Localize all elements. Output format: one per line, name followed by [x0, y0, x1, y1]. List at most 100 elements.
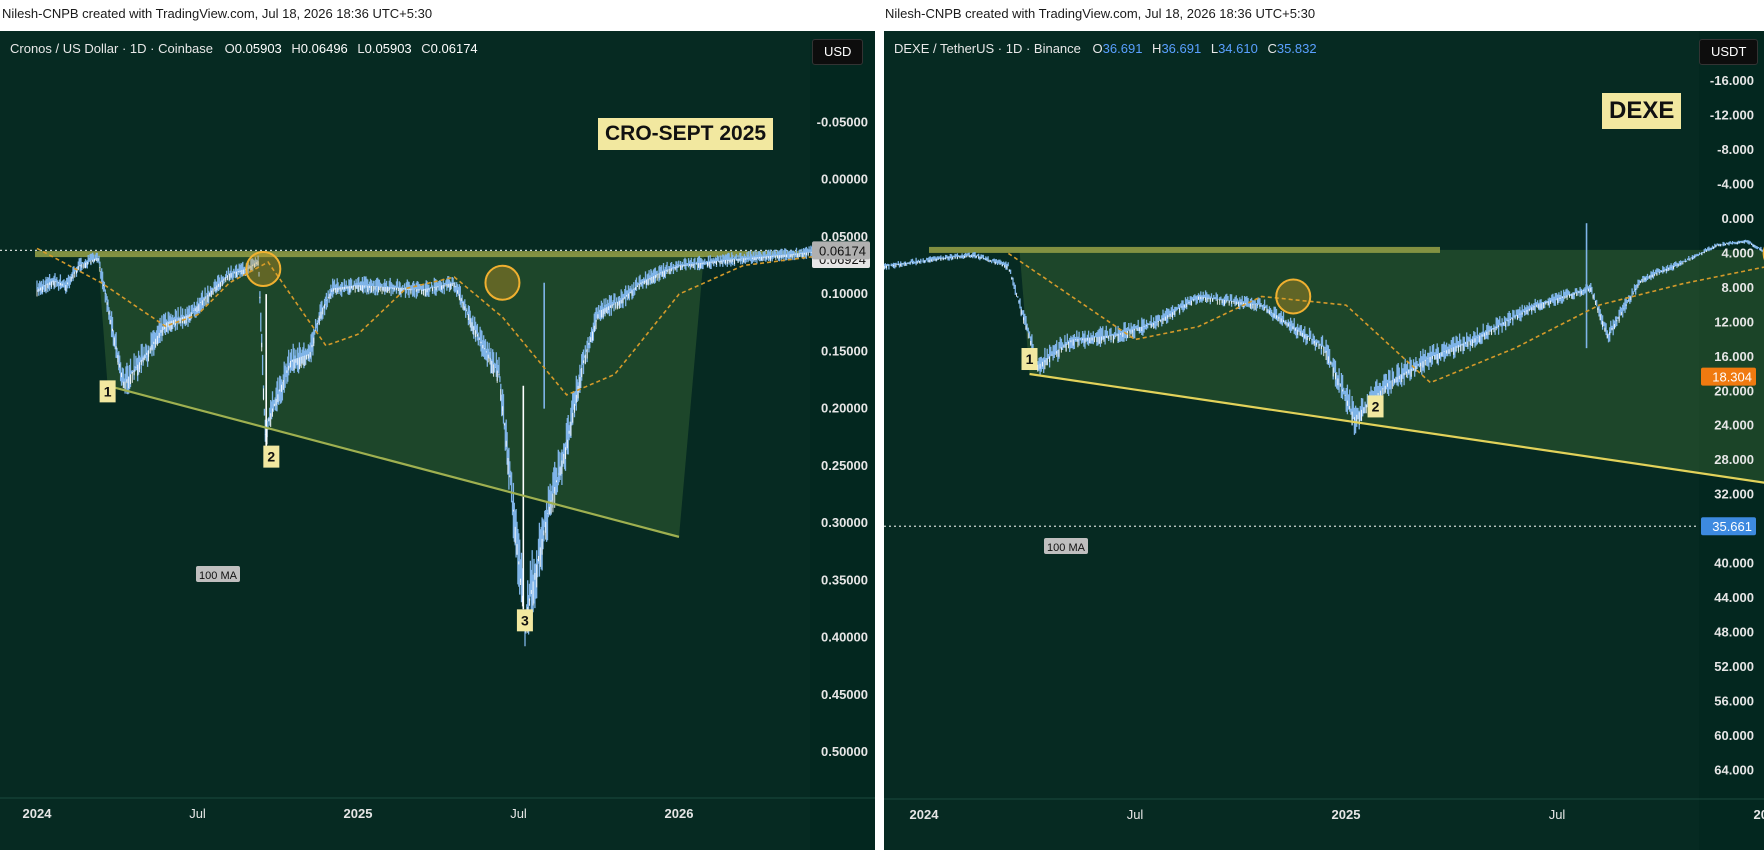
price-tag-0: 35.661	[1712, 519, 1752, 534]
x-tick-label: 2025	[1332, 807, 1361, 822]
y-tick-label: 8.000	[1721, 280, 1754, 295]
chart-panel-cro[interactable]: 1 2 3 100 MA 0.50000 0.45000 0.40000 0.35000 0.3…	[0, 31, 875, 850]
triangle-shade	[97, 254, 705, 537]
price-series-highlights-0	[884, 241, 1764, 425]
y-tick-label: 0.50000	[821, 744, 868, 759]
y-tick-label: 0.45000	[821, 687, 868, 702]
x-tick-label: 2026	[665, 806, 694, 821]
y-tick-label: -8.000	[1717, 142, 1754, 157]
price-tag-box-0	[1701, 517, 1756, 536]
price-axis-background	[810, 31, 875, 850]
y-tick-label: -12.000	[1710, 107, 1754, 122]
y-tick-label: 0.35000	[821, 572, 868, 587]
legend-high-label: H	[291, 41, 301, 56]
triangle-shade	[1019, 249, 1764, 483]
legend-high-value: 0.06496	[300, 41, 348, 56]
ma-label-box	[1044, 538, 1088, 554]
legend-low-value: 34.610	[1218, 41, 1258, 56]
legend-close-value: 0.06174	[430, 41, 478, 56]
resistance-line	[107, 384, 680, 538]
y-tick-label: 44.000	[1714, 590, 1754, 605]
ma-100-line	[1007, 252, 1764, 384]
y-tick-label: 0.40000	[821, 630, 868, 645]
y-tick-label: 0.20000	[821, 401, 868, 416]
wave-label-box-2	[1367, 395, 1384, 418]
legend-low-value: 0.05903	[364, 41, 412, 56]
legend-low-label: L	[357, 41, 365, 56]
y-tick-label: 52.000	[1714, 659, 1754, 674]
legend-symbol: Cronos / US Dollar · 1D · Coinbase	[10, 41, 214, 56]
x-tick-label: Jul	[1127, 807, 1144, 822]
y-tick-label: 28.000	[1714, 452, 1754, 467]
y-tick-label: 0.25000	[821, 458, 868, 473]
y-tick-label: -4.000	[1717, 176, 1754, 191]
y-tick-label: 64.000	[1714, 762, 1754, 777]
y-tick-label: 56.000	[1714, 694, 1754, 709]
legend-close-label: C	[1267, 41, 1277, 56]
legend-symbol: DEXE / TetherUS · 1D · Binance	[894, 41, 1081, 56]
price-tag-box-1	[1701, 367, 1756, 386]
ma-label-box	[196, 566, 240, 582]
y-tick-label: 24.000	[1714, 418, 1754, 433]
x-tick-label: 2026	[1754, 807, 1764, 822]
legend-low-label: L	[1210, 41, 1219, 56]
wave-label-1: 1	[1026, 351, 1034, 367]
attribution-right: Nilesh-CNPB created with TradingView.com…	[885, 6, 1316, 21]
y-tick-label: 32.000	[1714, 487, 1754, 502]
y-tick-label: 0.30000	[821, 515, 868, 530]
legend-high-label: H	[1152, 41, 1162, 56]
ma-100-line	[36, 247, 834, 396]
chart-svg-cro[interactable]: 1 2 3 100 MA 0.50000 0.45000 0.40000 0.35000 0.3…	[0, 31, 875, 850]
attribution-left: Nilesh-CNPB created with TradingView.com…	[2, 6, 433, 21]
wave-label-3: 3	[521, 612, 529, 628]
x-tick-label: Jul	[1549, 807, 1566, 822]
breakout-circle-2	[484, 264, 521, 301]
y-tick-label: -16.000	[1710, 73, 1754, 88]
price-axis-background	[1699, 31, 1764, 850]
y-tick-label: 20.000	[1714, 383, 1754, 398]
support-band	[35, 251, 805, 258]
legend-open-label: O	[224, 41, 235, 56]
breakout-circle-1	[1275, 278, 1312, 315]
x-tick-label: 2024	[910, 807, 940, 822]
wave-label-2: 2	[267, 449, 275, 465]
support-band	[929, 246, 1440, 253]
wave-label-box-1	[1021, 348, 1038, 371]
y-tick-label: 0.05000	[821, 229, 868, 244]
x-tick-label: 2025	[344, 806, 373, 821]
chart-title-cro: CRO-SEPT 2025	[598, 118, 774, 150]
y-tick-label: -0.05000	[817, 114, 868, 129]
y-tick-label: 48.000	[1714, 625, 1754, 640]
chart-title-dexe: DEXE	[1602, 93, 1682, 129]
breakout-circle-1	[245, 250, 282, 287]
legend-cro: Cronos / US Dollar · 1D · Coinbase O0.05…	[10, 41, 478, 56]
quote-currency-button[interactable]: USDT	[1699, 39, 1759, 65]
legend-dexe: DEXE / TetherUS · 1D · Binance O36.691 H…	[894, 41, 1317, 56]
quote-currency-button[interactable]: USD	[812, 39, 864, 65]
x-tick-label: Jul	[189, 806, 206, 821]
y-tick-label: 16.000	[1714, 349, 1754, 364]
y-tick-label: 4.000	[1721, 245, 1754, 260]
wave-label-box-3	[516, 609, 533, 632]
legend-open-label: O	[1092, 41, 1103, 56]
legend-open-value: 36.691	[1102, 41, 1143, 56]
y-tick-label: 0.000	[1721, 211, 1754, 226]
x-tick-label: 2024	[23, 806, 53, 821]
wave-label-box-1	[99, 380, 116, 403]
y-tick-label: 40.000	[1714, 556, 1754, 571]
wave-label-box-2	[263, 445, 280, 468]
price-tag-1: 0.06174	[819, 243, 866, 258]
wave-label-2: 2	[1372, 398, 1380, 414]
y-tick-label: 0.10000	[821, 286, 868, 301]
wave-label-1: 1	[104, 383, 112, 399]
price-series-highlights-0	[36, 249, 832, 633]
y-tick-label: 0.15000	[821, 343, 868, 358]
price-tag-box-1	[812, 241, 870, 260]
resistance-line	[1029, 372, 1764, 484]
ma-label: 100 MA	[1047, 542, 1086, 554]
x-tick-label: Jul	[510, 806, 527, 821]
legend-open-value: 0.05903	[234, 41, 282, 56]
legend-close-label: C	[421, 41, 431, 56]
